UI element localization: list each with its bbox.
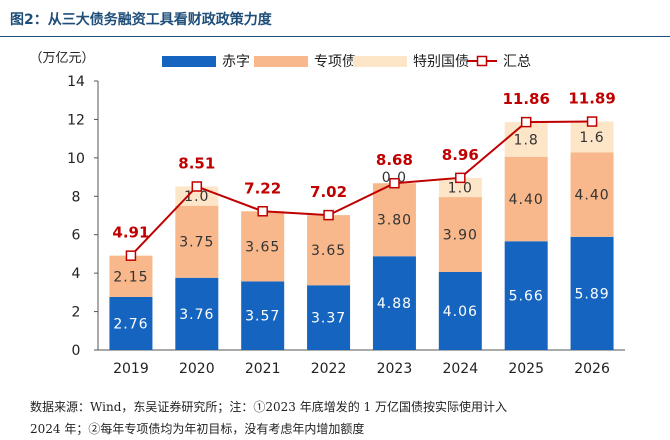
x-tick-label: 2025 [508, 361, 544, 377]
special-bond-value-label: 3.65 [311, 243, 346, 259]
special-bond-value-label: 4.40 [509, 192, 544, 208]
special-bond-bar [307, 215, 351, 286]
y-tick-label: 6 [72, 228, 81, 244]
y-tick-label: 14 [67, 74, 85, 90]
total-marker [191, 181, 203, 192]
total-marker [455, 172, 466, 184]
special-bond-value-label: 4.40 [574, 188, 609, 204]
y-tick-label: 2 [72, 305, 81, 321]
x-tick-label: 2026 [574, 361, 610, 377]
x-tick-label: 2023 [377, 361, 413, 377]
total-value-label: 8.51 [178, 154, 215, 172]
source-note-line-1: 数据来源：Wind，东吴证券研究所；注：①2023 年底增发的 1 万亿国债按实… [30, 400, 507, 414]
deficit-bar [438, 271, 482, 350]
special-treasury-bar [504, 122, 548, 157]
deficit-value-label: 5.89 [574, 286, 609, 302]
fiscal-chart: （万亿元） 0 2 4 6 8 10 12 14 2.76 2.15 2019 3.76 3.75 1.0 2… [29, 51, 625, 377]
legend-line-marker [476, 55, 488, 67]
deficit-value-label: 5.66 [509, 289, 544, 305]
deficit-bar [504, 241, 548, 350]
total-value-label: 11.86 [502, 90, 549, 108]
x-tick-label: 2020 [179, 361, 215, 377]
total-value-label: 4.91 [112, 224, 149, 242]
legend-label: 专项债 [314, 54, 356, 70]
deficit-bar [570, 236, 614, 350]
figure-title-bar: 图2：从三大债务融资工具看财政政策力度 [0, 0, 670, 37]
legend-label: 赤字 [222, 54, 250, 70]
total-value-label: 7.22 [244, 179, 281, 197]
deficit-bar [241, 281, 285, 350]
special-bond-value-label: 3.80 [377, 213, 412, 229]
special-bond-bar [504, 156, 548, 242]
y-tick-label: 4 [72, 266, 81, 282]
total-marker [389, 177, 400, 189]
total-line [130, 120, 593, 257]
deficit-value-label: 3.76 [179, 307, 214, 323]
source-note: 数据来源：Wind，东吴证券研究所；注：①2023 年底增发的 1 万亿国债按实… [30, 396, 670, 440]
y-tick-label: 0 [72, 343, 81, 359]
legend-label: 汇总 [503, 54, 531, 70]
special-treasury-value-label: 1.0 [448, 180, 473, 196]
special-bond-value-label: 3.65 [245, 239, 280, 255]
total-value-label: 8.68 [376, 151, 413, 169]
special-treasury-bar [438, 177, 482, 198]
special-bond-value-label: 3.90 [443, 228, 478, 244]
deficit-bar [372, 256, 416, 350]
special-treasury-value-label: 1.8 [514, 132, 539, 148]
deficit-bar [307, 285, 351, 350]
legend-swatch [254, 56, 308, 67]
special-bond-bar [241, 211, 285, 282]
total-value-label: 7.02 [310, 183, 347, 201]
total-marker [257, 206, 268, 217]
special-bond-bar [109, 255, 153, 297]
source-note-line-2: 2024 年；②每年专项债均为年初目标，没有考虑年内增加额度 [30, 422, 365, 436]
y-tick-label: 8 [72, 189, 81, 205]
deficit-value-label: 3.57 [245, 309, 280, 325]
special-bond-value-label: 3.75 [179, 235, 214, 251]
deficit-value-label: 4.88 [377, 296, 412, 312]
legend-label: 特别国债 [413, 54, 469, 70]
legend-swatch [353, 56, 407, 67]
deficit-value-label: 2.76 [113, 316, 148, 332]
special-treasury-value-label: 1.6 [579, 130, 604, 146]
special-bond-bar [570, 152, 614, 237]
total-marker [323, 209, 334, 221]
x-tick-label: 2021 [245, 361, 281, 377]
special-bond-value-label: 2.15 [113, 269, 148, 285]
y-unit-label: （万亿元） [29, 51, 94, 66]
total-marker [586, 116, 598, 127]
total-value-label: 11.89 [568, 90, 615, 108]
deficit-bar [109, 296, 153, 350]
total-marker [520, 116, 532, 128]
special-bond-bar [175, 205, 219, 278]
y-tick-label: 10 [67, 151, 85, 167]
deficit-value-label: 3.37 [311, 311, 346, 327]
x-tick-label: 2019 [113, 361, 149, 377]
x-tick-label: 2024 [442, 361, 478, 377]
figure-title: 图2：从三大债务融资工具看财政政策力度 [10, 12, 272, 28]
total-value-label: 8.96 [442, 146, 479, 164]
total-marker [125, 250, 137, 261]
deficit-value-label: 4.06 [443, 304, 478, 320]
y-tick-label: 12 [67, 112, 85, 128]
special-bond-bar [438, 197, 482, 272]
special-bond-bar [372, 183, 416, 257]
legend-swatch [162, 56, 216, 67]
x-tick-label: 2022 [311, 361, 347, 377]
deficit-bar [175, 277, 219, 350]
